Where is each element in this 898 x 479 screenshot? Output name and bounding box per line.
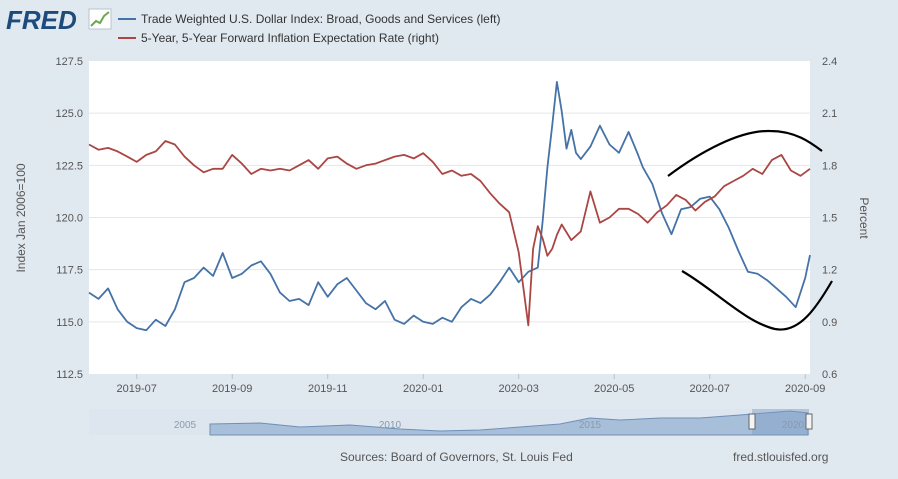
range-navigator[interactable]: 2005 2010 2015 2020	[89, 409, 813, 436]
right-tick-label: 0.9	[822, 317, 837, 329]
navigator-labels: 2005 2010 2015 2020	[174, 420, 805, 431]
left-tick-label: 115.0	[56, 317, 83, 329]
right-tick-label: 1.8	[822, 160, 837, 172]
legend-item-inflation[interactable]: 5-Year, 5-Year Forward Inflation Expecta…	[118, 31, 439, 45]
legend-label-dollar: Trade Weighted U.S. Dollar Index: Broad,…	[141, 12, 501, 26]
navigator-handle-right[interactable]	[805, 413, 813, 430]
right-tick-label: 1.2	[822, 265, 837, 277]
footer-source: Sources: Board of Governors, St. Louis F…	[340, 450, 573, 464]
right-tick-label: 0.6	[822, 369, 837, 381]
x-axis-ticks: 2019-07 2019-09 2019-11 2020-01 2020-03 2020-…	[117, 374, 825, 395]
left-tick-label: 127.5	[55, 56, 83, 68]
left-axis-ticks: 112.5 115.0 117.5 120.0 122.5 125.0 127.5	[55, 56, 83, 381]
navigator-year-label: 2010	[379, 420, 402, 431]
left-tick-label: 120.0	[55, 213, 83, 225]
fred-logo-text: FRED	[6, 5, 77, 35]
x-tick-label: 2019-07	[117, 383, 157, 395]
legend: Trade Weighted U.S. Dollar Index: Broad,…	[118, 12, 501, 45]
left-axis-title: Index Jan 2006=100	[14, 163, 28, 272]
x-tick-label: 2020-09	[785, 383, 825, 395]
footer-site-link[interactable]: fred.stlouisfed.org	[733, 450, 828, 464]
annotation-upper-arc	[667, 129, 823, 177]
x-tick-label: 2020-01	[403, 383, 443, 395]
right-axis-title: Percent	[857, 197, 871, 239]
annotation-lower-arc	[681, 270, 833, 331]
left-tick-label: 122.5	[55, 160, 83, 172]
fred-logo[interactable]: FRED	[6, 5, 112, 35]
navigator-year-label: 2005	[174, 420, 197, 431]
navigator-year-label: 2020	[782, 420, 805, 431]
x-tick-label: 2019-11	[308, 383, 348, 395]
navigator-year-label: 2015	[579, 420, 602, 431]
right-tick-label: 2.4	[822, 56, 837, 68]
left-tick-label: 125.0	[55, 108, 83, 120]
x-tick-label: 2020-07	[690, 383, 730, 395]
navigator-series	[209, 410, 809, 436]
right-tick-label: 1.5	[822, 213, 837, 225]
series-line-inflation[interactable]	[88, 140, 811, 327]
x-tick-label: 2020-05	[594, 383, 634, 395]
navigator-selection[interactable]	[752, 409, 809, 435]
series-line-dollar[interactable]	[88, 81, 811, 332]
chart-icon	[88, 8, 112, 30]
left-tick-label: 112.5	[56, 369, 83, 381]
navigator-handle-left[interactable]	[748, 413, 756, 430]
left-tick-label: 117.5	[56, 265, 83, 277]
x-tick-label: 2019-09	[212, 383, 252, 395]
x-tick-label: 2020-03	[499, 383, 539, 395]
right-axis-ticks: 0.6 0.9 1.2 1.5 1.8 2.1 2.4	[822, 56, 837, 381]
legend-item-dollar[interactable]: Trade Weighted U.S. Dollar Index: Broad,…	[118, 12, 501, 26]
legend-label-inflation: 5-Year, 5-Year Forward Inflation Expecta…	[141, 31, 439, 45]
gridlines	[89, 112, 810, 323]
right-tick-label: 2.1	[822, 108, 837, 120]
